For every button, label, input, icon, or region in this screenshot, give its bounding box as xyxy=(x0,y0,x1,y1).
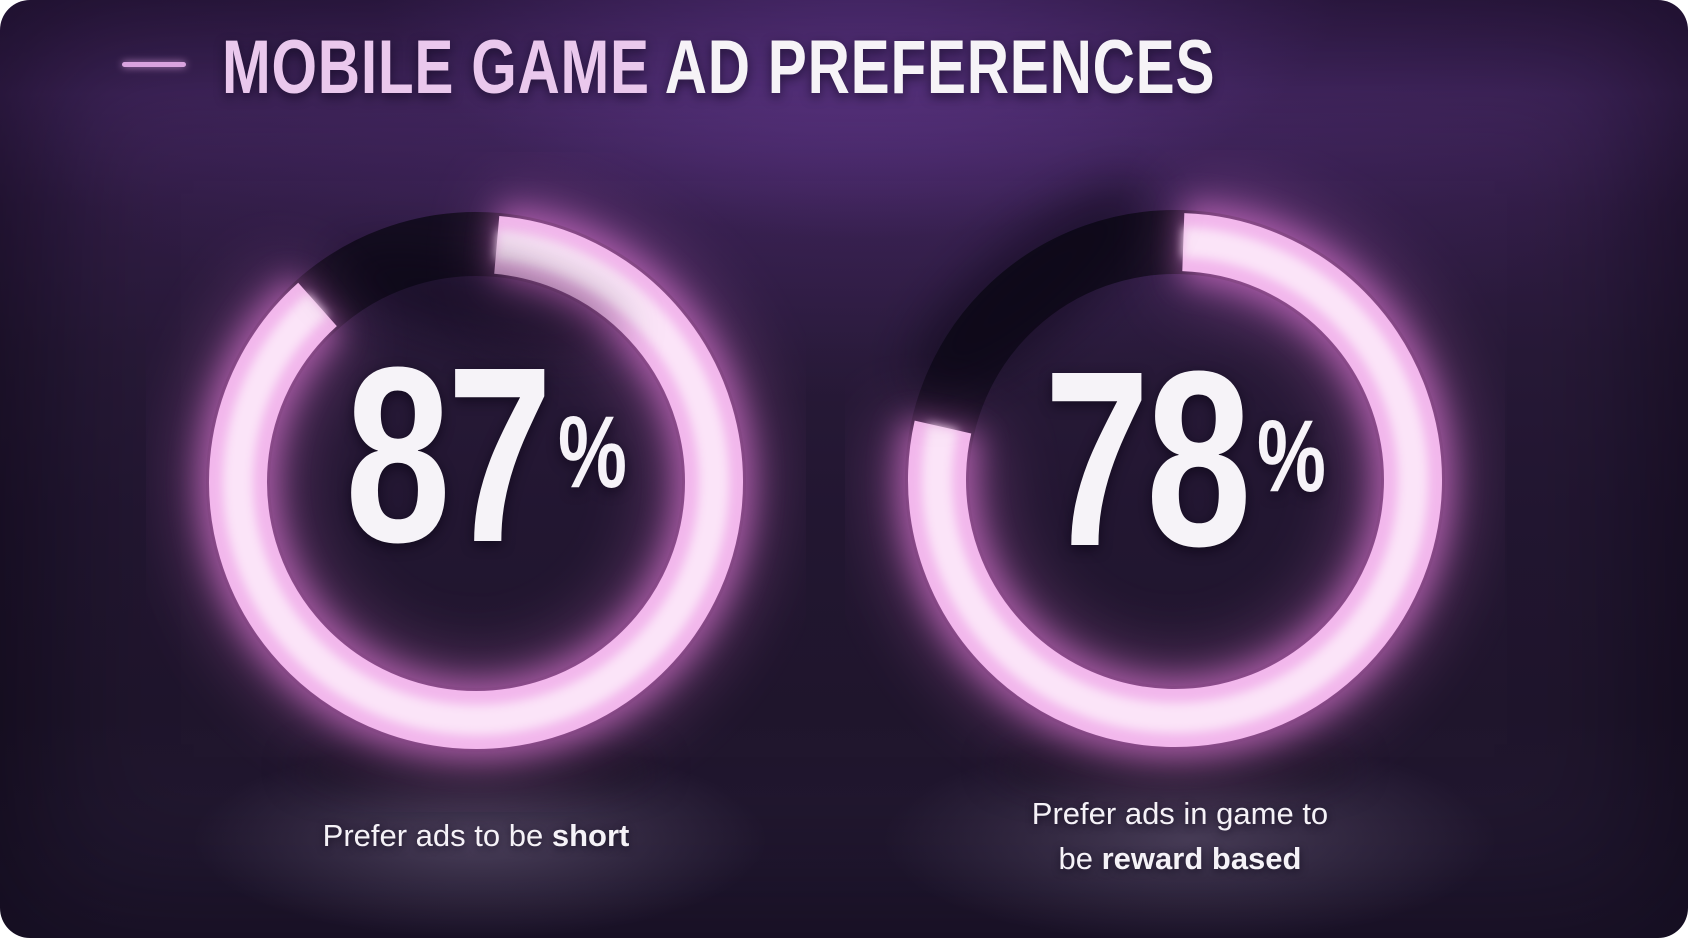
caption-line2-bold: reward based xyxy=(1101,840,1302,876)
page-title: MOBILE GAME AD PREFERENCES xyxy=(222,30,1215,106)
caption-line1: Prefer ads in game to xyxy=(1031,796,1329,831)
gauge-value-reward-ads: 78 % xyxy=(995,334,1375,584)
donut-gauge-reward-ads xyxy=(885,189,1465,770)
percent-sign: % xyxy=(1256,399,1326,513)
caption-line2: be xyxy=(1058,840,1093,876)
page-title-rest: AD PREFERENCES xyxy=(664,25,1216,110)
percent-sign: % xyxy=(557,395,627,509)
page-title-highlight: MOBILE GAME xyxy=(222,25,650,110)
caption-text: Prefer ads to be xyxy=(322,818,544,853)
ring-core-highlight xyxy=(223,229,729,735)
gauge-caption-reward-ads: Prefer ads in game to be reward based xyxy=(880,792,1480,882)
gauge-value-number: 78 xyxy=(1044,319,1252,598)
gauge-caption-short-ads: Prefer ads to be short xyxy=(176,814,776,859)
title-dash-line xyxy=(122,62,186,67)
donut-gauge-short-ads xyxy=(186,192,766,772)
gauge-value-number: 87 xyxy=(345,315,553,594)
gauge-value-short-ads: 87 % xyxy=(296,330,676,580)
caption-text-bold: short xyxy=(551,818,630,853)
